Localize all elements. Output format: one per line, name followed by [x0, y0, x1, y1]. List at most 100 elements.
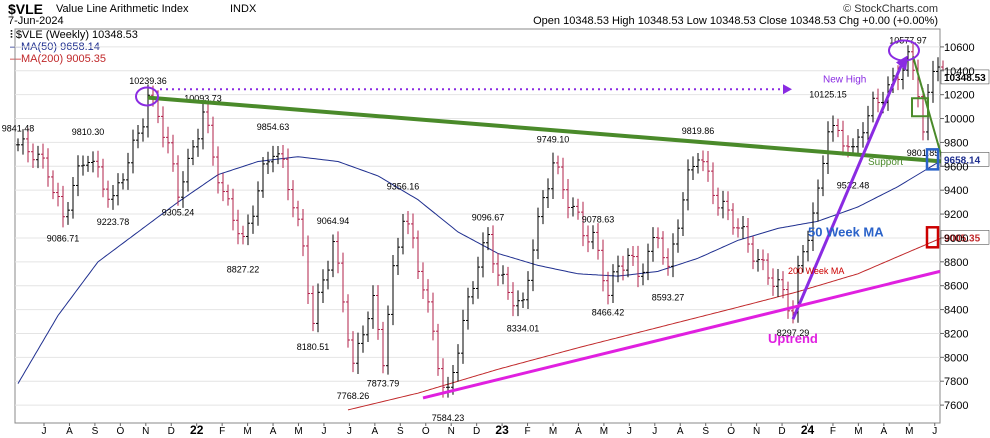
ohlc-bar [386, 305, 390, 375]
x-tick-label: 22 [190, 423, 204, 437]
x-tick-label: 24 [801, 423, 815, 437]
ohlc-bar [691, 156, 695, 181]
ohlc-bar [166, 126, 170, 154]
ohlc-bar [16, 138, 20, 152]
ohlc-bar [871, 91, 875, 123]
price-label: 7873.79 [367, 378, 400, 388]
ohlc-bar [836, 118, 840, 138]
x-tick-label: J [42, 426, 47, 437]
ohlc-bar [231, 188, 235, 231]
x-tick-label: O [422, 426, 430, 437]
ohlc-bar [131, 129, 135, 174]
ohlc-bar [666, 248, 670, 276]
x-tick-label: 23 [495, 423, 509, 437]
price-label: 9854.63 [257, 122, 290, 132]
ohlc-bar [421, 262, 425, 299]
price-label: 9810.30 [72, 127, 105, 137]
new-high-label: New High [823, 75, 866, 86]
x-tick-label: A [66, 426, 73, 437]
ohlc-bar [406, 211, 410, 235]
value-tag-text: 10348.53 [944, 73, 986, 84]
x-tick-label: S [397, 426, 404, 437]
y-tick-label: 7600 [944, 400, 968, 412]
ohlc-bar [361, 325, 365, 353]
stockcharts-credit: © StockCharts.com [843, 3, 938, 15]
price-label: 8180.51 [297, 342, 330, 352]
ohlc-bar [251, 205, 255, 234]
x-tick-label: O [116, 426, 124, 437]
ohlc-bar [546, 178, 550, 208]
ohlc-bar [486, 227, 490, 251]
ohlc-bar [861, 122, 865, 148]
x-tick-label: S [702, 426, 709, 437]
ohlc-summary: Open 10348.53 High 10348.53 Low 10348.53… [533, 15, 938, 27]
ohlc-bar [526, 271, 530, 309]
y-tick-label: 10400 [944, 66, 975, 78]
ohlc-bar [726, 191, 730, 221]
ohlc-bar [741, 215, 745, 239]
ohlc-bar [506, 266, 510, 300]
y-tick-label: 9200 [944, 209, 968, 221]
ohlc-bar [46, 148, 50, 187]
ohlc-bar [551, 152, 555, 200]
ohlc-bar [466, 287, 470, 330]
ohlc-bar [241, 225, 245, 245]
pivot-box [911, 97, 929, 118]
ohlc-bar [271, 145, 275, 173]
ohlc-bar [596, 223, 600, 260]
ohlc-bar [346, 294, 350, 348]
price-label: 9749.10 [537, 135, 570, 145]
price-label: 7584.23 [432, 413, 465, 423]
support-label: Support [868, 157, 903, 168]
x-tick-label: J [652, 426, 657, 437]
y-tick-label: 8800 [944, 257, 968, 269]
ohlc-bar [571, 197, 575, 217]
ohlc-bar [866, 105, 870, 143]
ohlc-bar [321, 269, 325, 304]
ohlc-bar [491, 225, 495, 273]
y-tick-label: 7800 [944, 376, 968, 388]
ohlc-bar [161, 106, 165, 148]
ohlc-bar [751, 236, 755, 270]
price-label: 8593.27 [652, 293, 685, 303]
price-label: 9801.85 [907, 148, 940, 158]
ohlc-bar [541, 190, 545, 225]
price-label: 9064.94 [317, 216, 350, 226]
ohlc-bar [791, 300, 795, 324]
value-tag-bg [940, 152, 990, 167]
ohlc-bar [41, 143, 45, 169]
ohlc-bar [606, 271, 610, 305]
ohlc-bar [276, 146, 280, 165]
ohlc-bar [531, 239, 535, 292]
ohlc-bar [351, 331, 355, 373]
ohlc-bar [101, 158, 105, 198]
ohlc-bar [71, 177, 75, 219]
ohlc-bar [721, 190, 725, 219]
price-label: 10125.15 [809, 90, 847, 100]
ohlc-bar [651, 227, 655, 262]
ohlc-bar [431, 292, 435, 341]
ma200-line [347, 236, 944, 411]
ohlc-bar [111, 184, 115, 210]
x-tick-label: M [854, 426, 862, 437]
ohlc-bar [176, 155, 180, 206]
price-label: 7768.26 [337, 391, 370, 401]
ohlc-bar [401, 214, 405, 255]
value-tag-bg [940, 230, 990, 245]
ohlc-bar [81, 155, 85, 176]
ohlc-bar [331, 234, 335, 278]
x-tick-label: D [473, 426, 480, 437]
ohlc-bar [216, 146, 220, 194]
ohlc-bar [681, 192, 685, 236]
y-tick-label: 9400 [944, 185, 968, 197]
ohlc-bar [61, 185, 65, 228]
ohlc-bar [706, 150, 710, 182]
ohlc-bar [281, 145, 285, 169]
ohlc-bar [591, 225, 595, 250]
ohlc-bar [261, 156, 265, 198]
price-label: 10239.36 [129, 76, 167, 86]
ohlc-bar [76, 155, 80, 197]
ohlc-bar [476, 256, 480, 299]
